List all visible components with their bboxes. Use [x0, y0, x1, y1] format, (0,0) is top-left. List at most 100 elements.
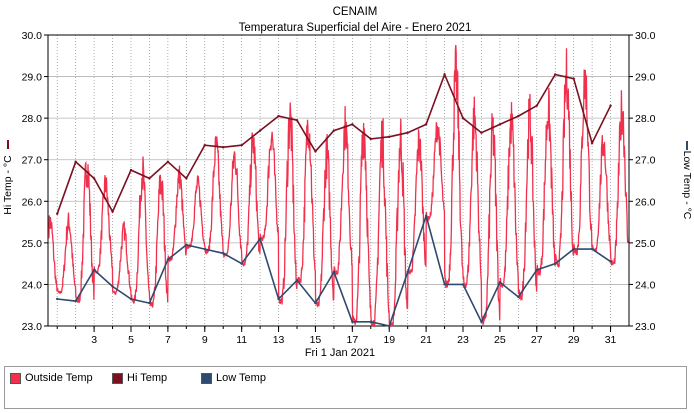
data-point-low-temp — [56, 297, 59, 301]
data-point-hi-temp — [369, 137, 372, 141]
chart-title: CENAIM — [333, 6, 378, 18]
data-point-hi-temp — [590, 141, 594, 145]
x-axis-label: Fri 1 Jan 2021 — [305, 347, 375, 359]
data-point-hi-temp — [461, 116, 465, 120]
legend-label-hi-temp: Hi Temp — [127, 372, 168, 384]
x-tick-label: 3 — [91, 334, 97, 346]
data-point-low-temp — [74, 299, 77, 303]
axis-ticks: 23.0 23.0 24.0 24.0 25.0 25.0 26.0 26.0 27.0 27.0… — [22, 30, 656, 346]
data-point-low-temp — [185, 243, 188, 247]
data-point-hi-temp — [351, 123, 354, 126]
y-tick-label-right: 27.0 — [635, 155, 656, 167]
legend-swatch-hi-temp — [112, 372, 123, 384]
data-point-low-temp — [480, 320, 483, 324]
x-tick-label: 21 — [420, 334, 432, 346]
data-point-hi-temp — [517, 114, 520, 118]
y-tick-label-right: 24.0 — [635, 279, 656, 291]
data-point-hi-temp — [314, 150, 317, 153]
data-point-hi-temp — [332, 129, 336, 132]
plot-frame — [47, 34, 630, 327]
y-tick-label-right: 29.0 — [635, 72, 656, 84]
y-tick-label-left: 30.0 — [22, 30, 43, 42]
data-point-hi-temp — [258, 129, 262, 132]
y-tick-label-left: 25.0 — [22, 238, 43, 250]
y-tick-label-right: 25.0 — [635, 238, 656, 250]
chart-subtitle: Temperatura Superficial del Aire - Enero… — [239, 22, 472, 34]
data-point-hi-temp — [277, 114, 280, 118]
legend-item-low-temp: Low Temp — [201, 372, 266, 384]
data-point-low-temp — [240, 262, 243, 265]
legend-item-hi-temp: Hi Temp — [112, 372, 167, 384]
data-point-low-temp — [369, 320, 372, 324]
legend-swatch-outside-temp — [10, 372, 21, 384]
data-point-hi-temp — [295, 119, 299, 122]
legend-swatch-low-temp — [201, 372, 212, 384]
x-tick-label: 27 — [531, 334, 543, 346]
data-point-low-temp — [148, 301, 151, 305]
data-point-low-temp — [388, 324, 391, 328]
data-point-low-temp — [517, 295, 520, 299]
y-tick-label-right: 28.0 — [635, 113, 656, 125]
x-tick-label: 9 — [202, 334, 208, 346]
x-tick-label: 17 — [346, 334, 358, 346]
grid — [48, 35, 629, 326]
series-line-outside-temp — [48, 45, 629, 328]
legend-label-outside-temp: Outside Temp — [25, 372, 93, 384]
data-point-low-temp — [111, 285, 114, 288]
data-point-low-temp — [443, 283, 446, 286]
legend: Outside Temp Hi Temp Low Temp — [4, 366, 687, 409]
data-point-hi-temp — [424, 123, 428, 126]
y-tick-label-left: 27.0 — [22, 155, 43, 167]
data-point-low-temp — [461, 283, 465, 286]
data-point-hi-temp — [166, 160, 170, 163]
data-point-low-temp — [424, 214, 428, 218]
data-point-hi-temp — [222, 146, 225, 149]
data-point-hi-temp — [148, 177, 151, 180]
data-point-hi-temp — [74, 160, 77, 163]
data-point-hi-temp — [609, 104, 612, 107]
data-point-hi-temp — [129, 168, 133, 172]
data-point-hi-temp — [480, 131, 483, 134]
data-point-hi-temp — [185, 177, 188, 180]
series-layer — [48, 45, 629, 328]
data-point-hi-temp — [572, 77, 575, 80]
data-point-hi-temp — [388, 135, 391, 139]
x-tick-label: 5 — [128, 334, 134, 346]
data-point-hi-temp — [92, 177, 96, 180]
x-tick-label: 29 — [568, 334, 580, 346]
data-point-low-temp — [222, 252, 225, 255]
y-tick-label-left: 26.0 — [22, 196, 43, 208]
data-point-low-temp — [590, 247, 594, 251]
data-point-hi-temp — [535, 104, 538, 107]
data-point-low-temp — [351, 320, 354, 324]
y-tick-label-right: 26.0 — [635, 196, 656, 208]
data-point-hi-temp — [554, 73, 557, 76]
y-axis-label-right: Low Temp - °C — [681, 151, 693, 220]
data-point-hi-temp — [111, 210, 114, 213]
data-point-low-temp — [332, 270, 336, 274]
x-tick-label: 19 — [383, 334, 395, 346]
data-point-low-temp — [609, 260, 612, 263]
data-point-low-temp — [258, 237, 262, 240]
data-point-low-temp — [277, 297, 280, 301]
data-point-hi-temp — [406, 131, 409, 134]
data-point-low-temp — [129, 297, 133, 301]
data-point-hi-temp — [443, 73, 446, 76]
y-tick-label-left: 28.0 — [22, 113, 43, 125]
x-tick-label: 31 — [605, 334, 617, 346]
data-point-low-temp — [166, 258, 170, 261]
x-tick-label: 11 — [236, 334, 247, 346]
data-point-low-temp — [554, 262, 557, 265]
legend-label-low-temp: Low Temp — [216, 372, 266, 384]
data-point-hi-temp — [203, 143, 206, 147]
temperature-chart: CENAIM Temperatura Superficial del Aire … — [2, 6, 693, 359]
data-point-hi-temp — [56, 212, 59, 215]
y-tick-label-left: 29.0 — [22, 72, 43, 84]
x-tick-label: 25 — [494, 334, 506, 346]
data-point-low-temp — [498, 281, 502, 284]
data-point-low-temp — [572, 247, 575, 251]
data-point-low-temp — [203, 247, 206, 251]
y-tick-label-left: 24.0 — [22, 279, 43, 291]
x-tick-label: 13 — [273, 334, 285, 346]
